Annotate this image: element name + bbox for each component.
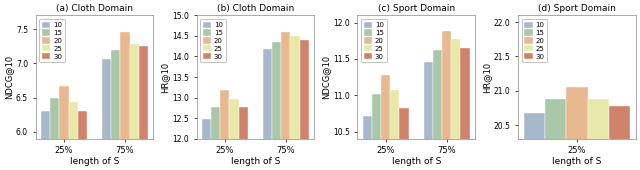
Legend: 10, 15, 20, 25, 30: 10, 15, 20, 25, 30 — [39, 19, 65, 62]
Bar — [77, 111, 87, 170]
Bar — [41, 111, 50, 170]
Bar — [424, 62, 433, 170]
Title: (d) Sport Domain: (d) Sport Domain — [538, 4, 616, 13]
Bar — [399, 108, 408, 170]
Bar — [120, 32, 130, 170]
Y-axis label: NDCG@10: NDCG@10 — [4, 55, 13, 99]
X-axis label: length of S: length of S — [552, 157, 602, 166]
Bar — [524, 113, 545, 170]
Bar — [433, 50, 442, 170]
Bar — [229, 99, 239, 170]
Bar — [239, 107, 248, 170]
Bar — [566, 87, 588, 170]
Y-axis label: HR@10: HR@10 — [160, 62, 169, 93]
Legend: 10, 15, 20, 25, 30: 10, 15, 20, 25, 30 — [522, 19, 547, 62]
Bar — [211, 107, 220, 170]
Bar — [545, 99, 566, 170]
Bar — [363, 116, 372, 170]
Bar — [60, 86, 68, 170]
Bar — [282, 32, 291, 170]
Title: (a) Cloth Domain: (a) Cloth Domain — [56, 4, 133, 13]
Bar — [461, 48, 470, 170]
X-axis label: length of S: length of S — [392, 157, 441, 166]
Bar — [220, 90, 229, 170]
Bar — [381, 75, 390, 170]
Bar — [263, 49, 272, 170]
Bar — [50, 98, 60, 170]
X-axis label: length of S: length of S — [70, 157, 119, 166]
Y-axis label: NDCG@10: NDCG@10 — [321, 55, 330, 99]
Bar — [442, 31, 451, 170]
Bar — [609, 106, 630, 170]
Bar — [372, 94, 381, 170]
Bar — [111, 50, 120, 170]
Bar — [139, 46, 148, 170]
Bar — [272, 42, 282, 170]
Bar — [451, 39, 461, 170]
Bar — [588, 99, 609, 170]
Bar — [291, 36, 300, 170]
Legend: 10, 15, 20, 25, 30: 10, 15, 20, 25, 30 — [200, 19, 226, 62]
Bar — [202, 119, 211, 170]
Bar — [390, 90, 399, 170]
Bar — [68, 103, 77, 170]
X-axis label: length of S: length of S — [230, 157, 280, 166]
Title: (b) Cloth Domain: (b) Cloth Domain — [217, 4, 294, 13]
Bar — [300, 40, 309, 170]
Legend: 10, 15, 20, 25, 30: 10, 15, 20, 25, 30 — [361, 19, 387, 62]
Bar — [130, 44, 139, 170]
Title: (c) Sport Domain: (c) Sport Domain — [378, 4, 455, 13]
Bar — [102, 59, 111, 170]
Y-axis label: HR@10: HR@10 — [482, 62, 491, 93]
